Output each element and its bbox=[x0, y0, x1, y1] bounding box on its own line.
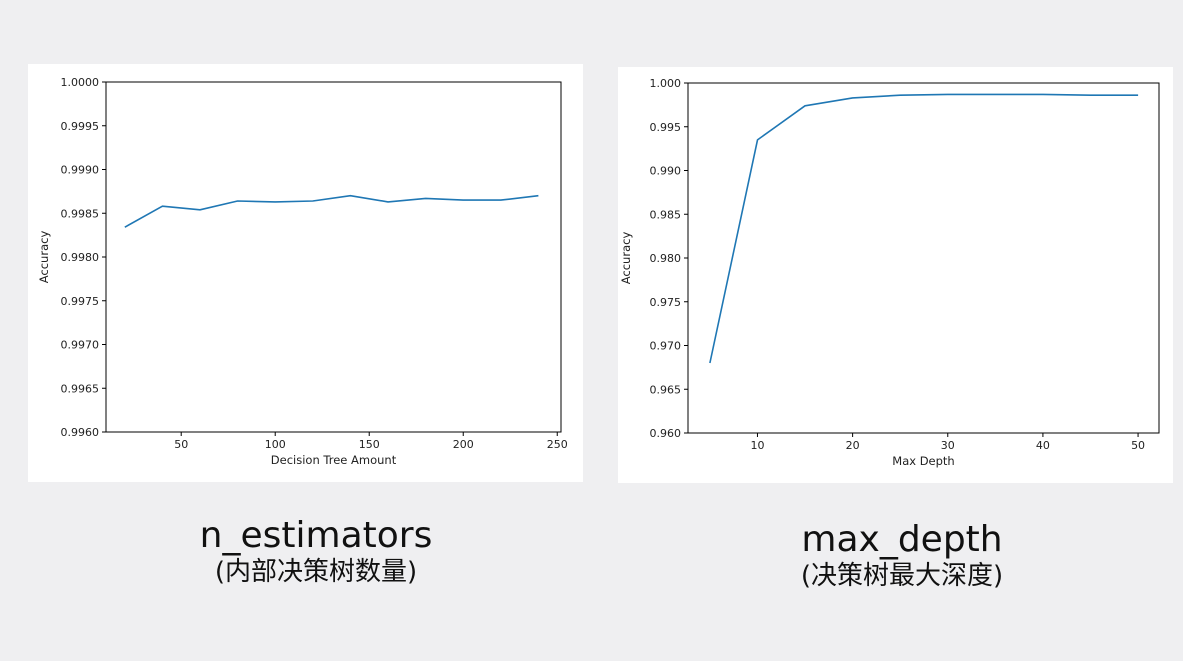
n-estimators-y-tick-label: 1.0000 bbox=[61, 76, 100, 89]
max-depth-y-tick-label: 0.985 bbox=[650, 208, 682, 221]
max-depth-plot-frame bbox=[687, 82, 1160, 434]
n-estimators-y-tick-label: 0.9995 bbox=[61, 120, 100, 133]
n-estimators-plot: 50 100 150 200 250 0.9960 0.9965 0.9970 0.9975 0.… bbox=[37, 76, 568, 467]
max-depth-y-tick-label: 0.980 bbox=[650, 252, 682, 265]
n-estimators-y-tick-label: 0.9990 bbox=[61, 164, 100, 177]
n-estimators-x-tick-label: 200 bbox=[453, 438, 474, 451]
n-estimators-x-tick-label: 250 bbox=[547, 438, 568, 451]
max-depth-y-axis-label: Accuracy bbox=[619, 232, 633, 285]
max-depth-x-tick-label: 20 bbox=[846, 439, 860, 452]
n-estimators-y-tick-label: 0.9985 bbox=[61, 207, 100, 220]
n-estimators-x-axis-label: Decision Tree Amount bbox=[271, 453, 397, 467]
n-estimators-x-tick-label: 150 bbox=[359, 438, 380, 451]
max-depth-x-axis-label: Max Depth bbox=[892, 454, 954, 468]
max-depth-y-tick-label: 0.965 bbox=[650, 383, 682, 396]
max-depth-y-tick-label: 1.000 bbox=[650, 77, 682, 90]
n-estimators-y-axis-label: Accuracy bbox=[37, 231, 51, 284]
n-estimators-plot-frame bbox=[105, 81, 562, 433]
n-estimators-x-tick-label: 50 bbox=[174, 438, 188, 451]
n-estimators-y-tick-label: 0.9960 bbox=[61, 426, 100, 439]
max-depth-x-tick-label: 40 bbox=[1036, 439, 1050, 452]
max-depth-caption-title: max_depth bbox=[801, 519, 1003, 560]
max-depth-caption-subtitle: (决策树最大深度) bbox=[800, 561, 1004, 591]
max-depth-y-tick-label: 0.990 bbox=[650, 165, 682, 178]
max-depth-plot: 10 20 30 40 50 0.960 0.965 0.970 0.975 0.980 0.985… bbox=[619, 77, 1160, 468]
max-depth-y-tick-label: 0.960 bbox=[650, 427, 682, 440]
n-estimators-chart-panel: 50 100 150 200 250 0.9960 0.9965 0.9970 0.9975 0.… bbox=[28, 64, 583, 482]
n-estimators-chart: 50 100 150 200 250 0.9960 0.9965 0.9970 0.9975 0.… bbox=[37, 76, 568, 467]
max-depth-caption: max_depth (决策树最大深度) bbox=[752, 520, 1052, 592]
n-estimators-y-tick-label: 0.9975 bbox=[61, 295, 100, 308]
n-estimators-x-tick-label: 100 bbox=[265, 438, 286, 451]
max-depth-chart: 10 20 30 40 50 0.960 0.965 0.970 0.975 0.980 0.985… bbox=[619, 77, 1160, 468]
max-depth-accuracy-line bbox=[709, 93, 1139, 364]
n-estimators-accuracy-line bbox=[124, 194, 539, 228]
n-estimators-y-tick-label: 0.9965 bbox=[61, 382, 100, 395]
max-depth-x-tick-label: 10 bbox=[750, 439, 764, 452]
n-estimators-caption-title: n_estimators bbox=[199, 515, 433, 556]
max-depth-x-tick-label: 30 bbox=[941, 439, 955, 452]
n-estimators-y-tick-label: 0.9970 bbox=[61, 339, 100, 352]
n-estimators-y-tick-label: 0.9980 bbox=[61, 251, 100, 264]
max-depth-y-tick-label: 0.995 bbox=[650, 121, 682, 134]
n-estimators-caption-subtitle: (内部决策树数量) bbox=[214, 557, 418, 587]
n-estimators-caption: n_estimators (内部决策树数量) bbox=[166, 516, 466, 588]
max-depth-y-tick-label: 0.970 bbox=[650, 340, 682, 353]
max-depth-x-tick-label: 50 bbox=[1131, 439, 1145, 452]
max-depth-y-tick-label: 0.975 bbox=[650, 296, 682, 309]
max-depth-chart-panel: 10 20 30 40 50 0.960 0.965 0.970 0.975 0.980 0.985… bbox=[618, 67, 1173, 483]
